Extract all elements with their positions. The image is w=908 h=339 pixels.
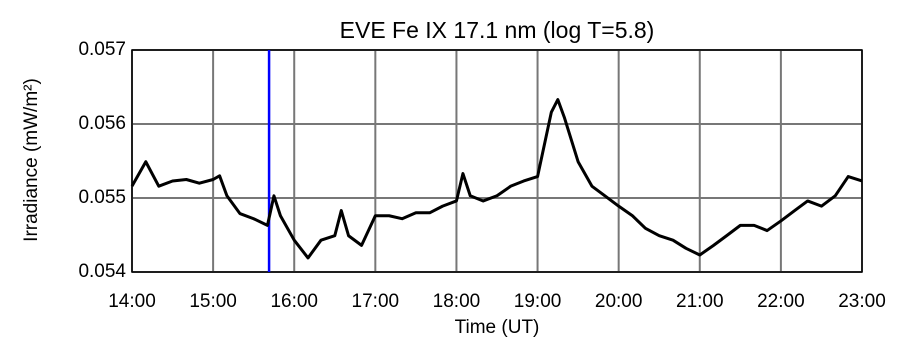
- x-tick-label: 18:00: [433, 291, 481, 312]
- x-tick-label: 15:00: [189, 291, 237, 312]
- x-tick-label: 23:00: [838, 291, 886, 312]
- y-tick-label: 0.056: [78, 113, 126, 134]
- series-line: [130, 98, 863, 260]
- x-tick-label: 19:00: [514, 291, 562, 312]
- x-axis-label: Time (UT): [455, 317, 540, 338]
- y-tick-label: 0.057: [78, 39, 126, 60]
- x-tick-label: 17:00: [352, 291, 400, 312]
- x-tick-label: 20:00: [595, 291, 643, 312]
- x-tick-label: 21:00: [676, 291, 724, 312]
- x-tick-label: 16:00: [270, 291, 318, 312]
- plot-frame: [131, 49, 863, 273]
- y-axis-label: Irradiance (mW/m²): [21, 78, 42, 242]
- x-tick-label: 14:00: [108, 291, 156, 312]
- y-tick-label: 0.054: [78, 261, 126, 282]
- x-tick-label: 22:00: [757, 291, 805, 312]
- y-tick-label: 0.055: [78, 187, 126, 208]
- chart-title: EVE Fe IX 17.1 nm (log T=5.8): [340, 17, 655, 43]
